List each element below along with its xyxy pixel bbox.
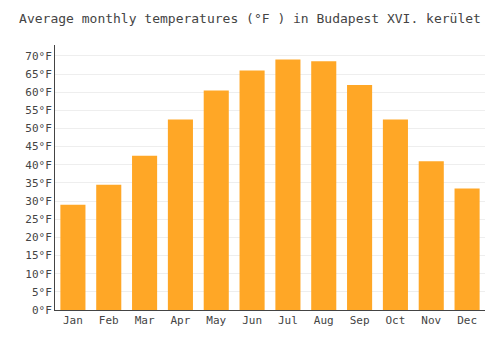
svg-text:Jul: Jul [278,314,298,327]
svg-text:Nov: Nov [421,314,441,327]
svg-text:Dec: Dec [457,314,477,327]
svg-text:Mar: Mar [135,314,155,327]
svg-text:Average monthly temperatures (: Average monthly temperatures (°F ) in Bu… [19,11,481,26]
svg-text:Jun: Jun [242,314,262,327]
svg-text:15°F: 15°F [25,249,52,262]
svg-text:0°F: 0°F [32,304,52,317]
svg-text:45°F: 45°F [25,140,52,153]
svg-text:Aug: Aug [314,314,334,327]
svg-text:10°F: 10°F [25,268,52,281]
svg-text:May: May [206,314,226,327]
svg-text:Sep: Sep [350,314,370,327]
svg-text:25°F: 25°F [25,213,52,226]
svg-text:30°F: 30°F [25,195,52,208]
svg-text:Jan: Jan [63,314,83,327]
svg-text:35°F: 35°F [25,177,52,190]
svg-text:20°F: 20°F [25,231,52,244]
svg-text:60°F: 60°F [25,86,52,99]
svg-text:Oct: Oct [385,314,405,327]
svg-text:40°F: 40°F [25,159,52,172]
svg-text:70°F: 70°F [25,50,52,63]
svg-text:Feb: Feb [99,314,119,327]
svg-text:55°F: 55°F [25,104,52,117]
svg-text:50°F: 50°F [25,122,52,135]
svg-text:65°F: 65°F [25,68,52,81]
svg-text:5°F: 5°F [32,286,52,299]
svg-text:Apr: Apr [170,314,190,327]
